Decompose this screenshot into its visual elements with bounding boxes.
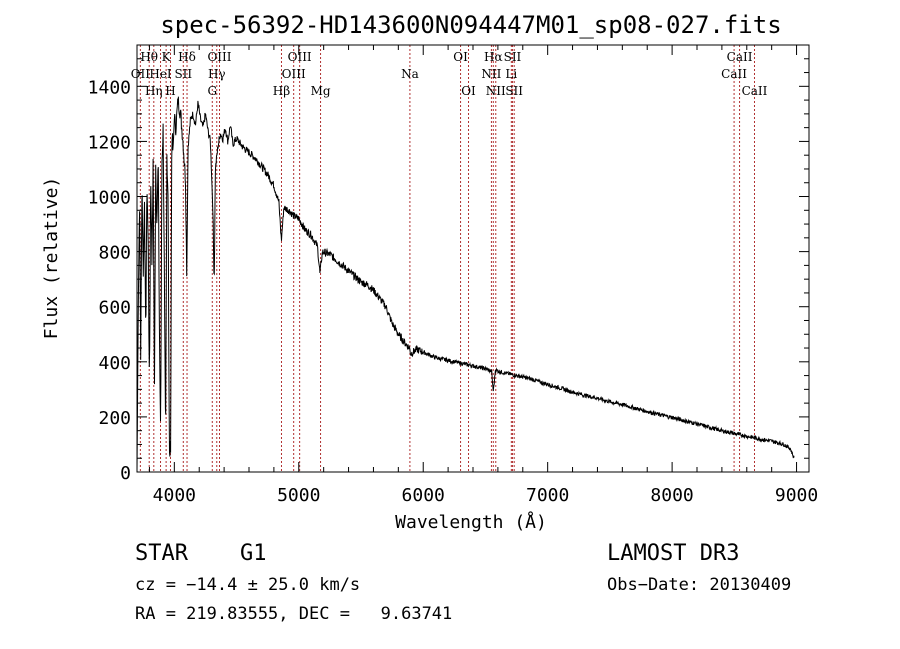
line-label-1: OII [131, 67, 151, 81]
y-tick-label-4: 800 [98, 243, 131, 264]
coordinates: RA = 219.83555, DEC = 9.63741 [135, 604, 453, 624]
line-label-9: Hγ [208, 67, 226, 81]
x-tick-label-0: 4000 [153, 485, 196, 506]
y-axis-label: Flux (relative) [41, 177, 62, 340]
line-label-3: K [162, 50, 172, 64]
obs-date: Obs−Date: 20130409 [607, 575, 792, 595]
line-label-25: CaII [721, 67, 747, 81]
line-label-0: Hθ [140, 50, 158, 64]
plot-frame [136, 44, 810, 473]
x-tick-label-4: 8000 [650, 485, 693, 506]
y-tick-label-1: 200 [98, 408, 131, 429]
line-label-6: Hδ [178, 50, 196, 64]
spectral-line-labels: Hθ OII Hη K HeI H Hδ SII OIII Hγ G Hβ OIII OIII Mg Na OI… [131, 50, 768, 98]
y-tick-label-2: 400 [98, 353, 131, 374]
line-label-23: SII [505, 84, 523, 98]
y-tick-label-7: 1400 [88, 77, 131, 98]
line-label-11: Hβ [273, 84, 290, 98]
x-axis-label: Wavelength (Å) [395, 511, 547, 533]
y-tick-label-3: 600 [98, 298, 131, 319]
line-label-2: Hη [145, 84, 163, 98]
spectral-line-markers [139, 45, 755, 472]
x-tick-label-2: 6000 [402, 485, 445, 506]
x-tick-label-3: 7000 [526, 485, 569, 506]
y-tick-label-6: 1200 [88, 132, 131, 153]
x-tick-label-5: 9000 [775, 485, 818, 506]
object-class: STAR [135, 541, 188, 566]
x-tick-label-1: 5000 [277, 485, 320, 506]
line-label-20: NII [486, 84, 506, 98]
y-axis-ticks: 0 200 400 600 800 1000 1200 1400 [88, 58, 809, 484]
line-label-10: G [207, 84, 217, 98]
line-label-4: HeI [149, 67, 172, 81]
line-label-5: H [165, 84, 175, 98]
line-label-7: SII [174, 67, 192, 81]
survey-name: LAMOST DR3 [607, 541, 740, 566]
spectrum-line [136, 96, 795, 473]
x-axis-ticks: 4000 5000 6000 7000 8000 9000 [148, 45, 818, 506]
line-label-26: CaII [742, 84, 768, 98]
line-label-17: OI [461, 84, 476, 98]
line-label-24: CaII [727, 50, 753, 64]
line-label-12: OIII [288, 50, 312, 64]
line-label-8: OIII [207, 50, 231, 64]
line-label-15: Na [401, 67, 419, 81]
line-label-18: Hα [484, 50, 503, 64]
line-label-16: OI [453, 50, 468, 64]
chart-title: spec-56392-HD143600N094447M01_sp08-027.f… [160, 11, 781, 39]
line-label-19: NII [481, 67, 501, 81]
spectrum-series [136, 96, 795, 473]
redshift-text: cz = −14.4 ± 25.0 km/s [135, 575, 361, 595]
line-label-22: Li [505, 67, 517, 81]
y-tick-label-0: 0 [120, 463, 131, 484]
line-label-21: SII [504, 50, 522, 64]
line-label-13: OIII [282, 67, 306, 81]
line-label-14: Mg [311, 84, 331, 98]
object-subclass: G1 [240, 541, 267, 566]
y-tick-label-5: 1000 [88, 188, 131, 209]
